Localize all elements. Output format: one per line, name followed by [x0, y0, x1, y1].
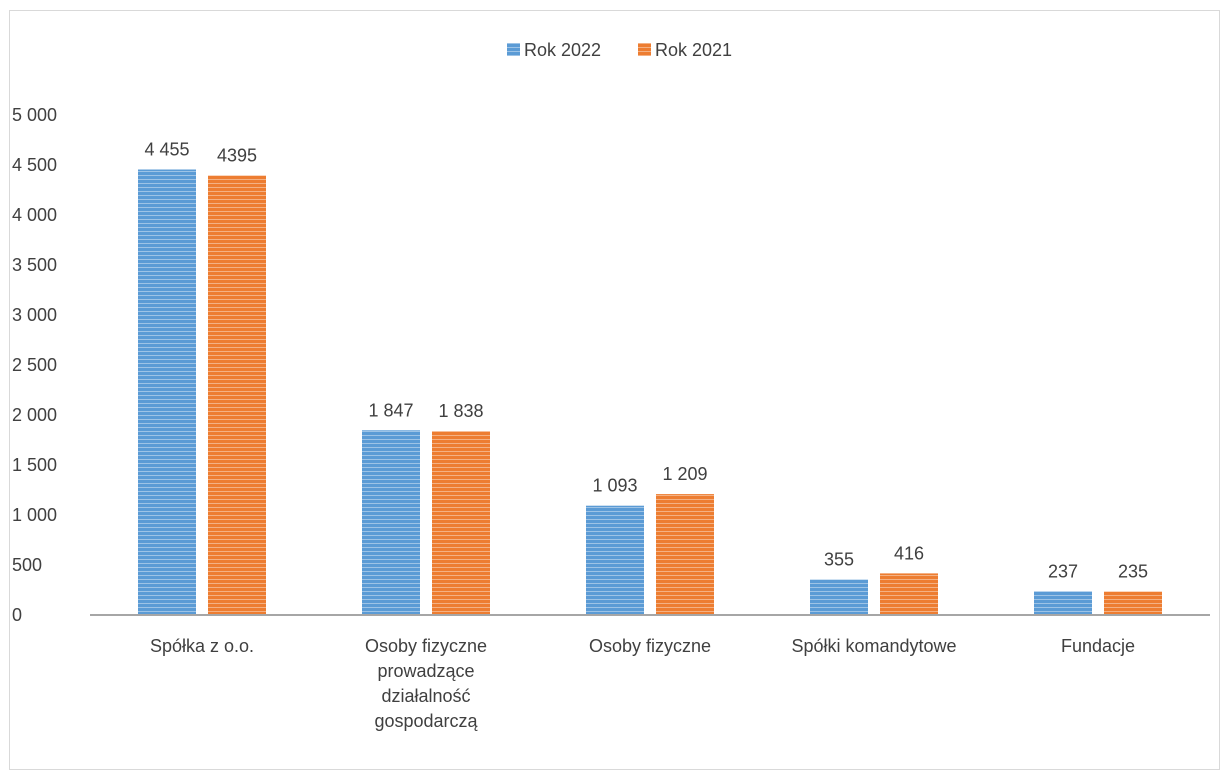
data-labels: 4 455 4395 1 847 1 838 1 093 1 209 355 416 237 23…: [144, 140, 1148, 582]
bar-rok-2022: [810, 579, 868, 615]
legend-item: Rok 2021: [638, 40, 732, 60]
x-tick-label: Spółki komandytowe: [791, 636, 956, 656]
legend-item: Rok 2022: [507, 40, 601, 60]
x-tick-label-line: gospodarczą: [374, 711, 478, 731]
x-tick-label: Osoby fizyczne: [589, 636, 711, 656]
x-tick-label: Fundacje: [1061, 636, 1135, 656]
y-tick-label: 2 500: [12, 355, 57, 375]
bar-rok-2021: [656, 494, 714, 615]
data-label: 1 209: [662, 464, 707, 484]
bar-rok-2021: [208, 175, 266, 615]
x-tick-label: Spółka z o.o.: [150, 636, 254, 656]
data-label: 237: [1048, 561, 1078, 581]
y-tick-label: 2 000: [12, 405, 57, 425]
y-tick-label: 3 000: [12, 305, 57, 325]
legend-swatch: [638, 43, 651, 56]
data-label: 1 093: [592, 476, 637, 496]
data-label: 4395: [217, 146, 257, 166]
bar-rok-2022: [138, 169, 196, 615]
legend-label: Rok 2021: [655, 40, 732, 60]
x-tick-label-line: Spółka z o.o.: [150, 636, 254, 656]
data-label: 355: [824, 550, 854, 570]
legend-label: Rok 2022: [524, 40, 601, 60]
y-tick-label: 5 000: [12, 105, 57, 125]
y-axis: 0 500 1 000 1 500 2 000 2 500 3 000 3 500 4 000 4…: [12, 105, 57, 625]
bar-rok-2021: [880, 573, 938, 615]
y-tick-label: 500: [12, 555, 42, 575]
x-tick-label-line: Spółki komandytowe: [791, 636, 956, 656]
bar-rok-2022: [362, 430, 420, 615]
y-tick-label: 1 000: [12, 505, 57, 525]
x-tick-label-line: działalność: [381, 686, 470, 706]
plot-area: [138, 169, 1162, 615]
x-tick-label-line: Osoby fizyczne: [589, 636, 711, 656]
legend: Rok 2022 Rok 2021: [507, 40, 732, 60]
data-label: 235: [1118, 562, 1148, 582]
bar-rok-2021: [1104, 591, 1162, 615]
data-label: 1 847: [368, 400, 413, 420]
x-tick-label-line: prowadzące: [377, 661, 474, 681]
x-axis: Spółka z o.o. Osoby fizyczne prowadzące dzi…: [150, 636, 1135, 731]
x-tick-label-line: Fundacje: [1061, 636, 1135, 656]
y-tick-label: 0: [12, 605, 22, 625]
legend-swatch: [507, 43, 520, 56]
data-label: 1 838: [438, 401, 483, 421]
y-tick-label: 1 500: [12, 455, 57, 475]
bar-rok-2022: [1034, 591, 1092, 615]
data-label: 4 455: [144, 140, 189, 160]
y-tick-label: 4 500: [12, 155, 57, 175]
x-tick-label-line: Osoby fizyczne: [365, 636, 487, 656]
y-tick-label: 4 000: [12, 205, 57, 225]
data-label: 416: [894, 543, 924, 563]
y-tick-label: 3 500: [12, 255, 57, 275]
bar-rok-2021: [432, 431, 490, 615]
bar-rok-2022: [586, 505, 644, 615]
x-tick-label: Osoby fizyczne prowadzące działalność gospo…: [365, 636, 487, 731]
